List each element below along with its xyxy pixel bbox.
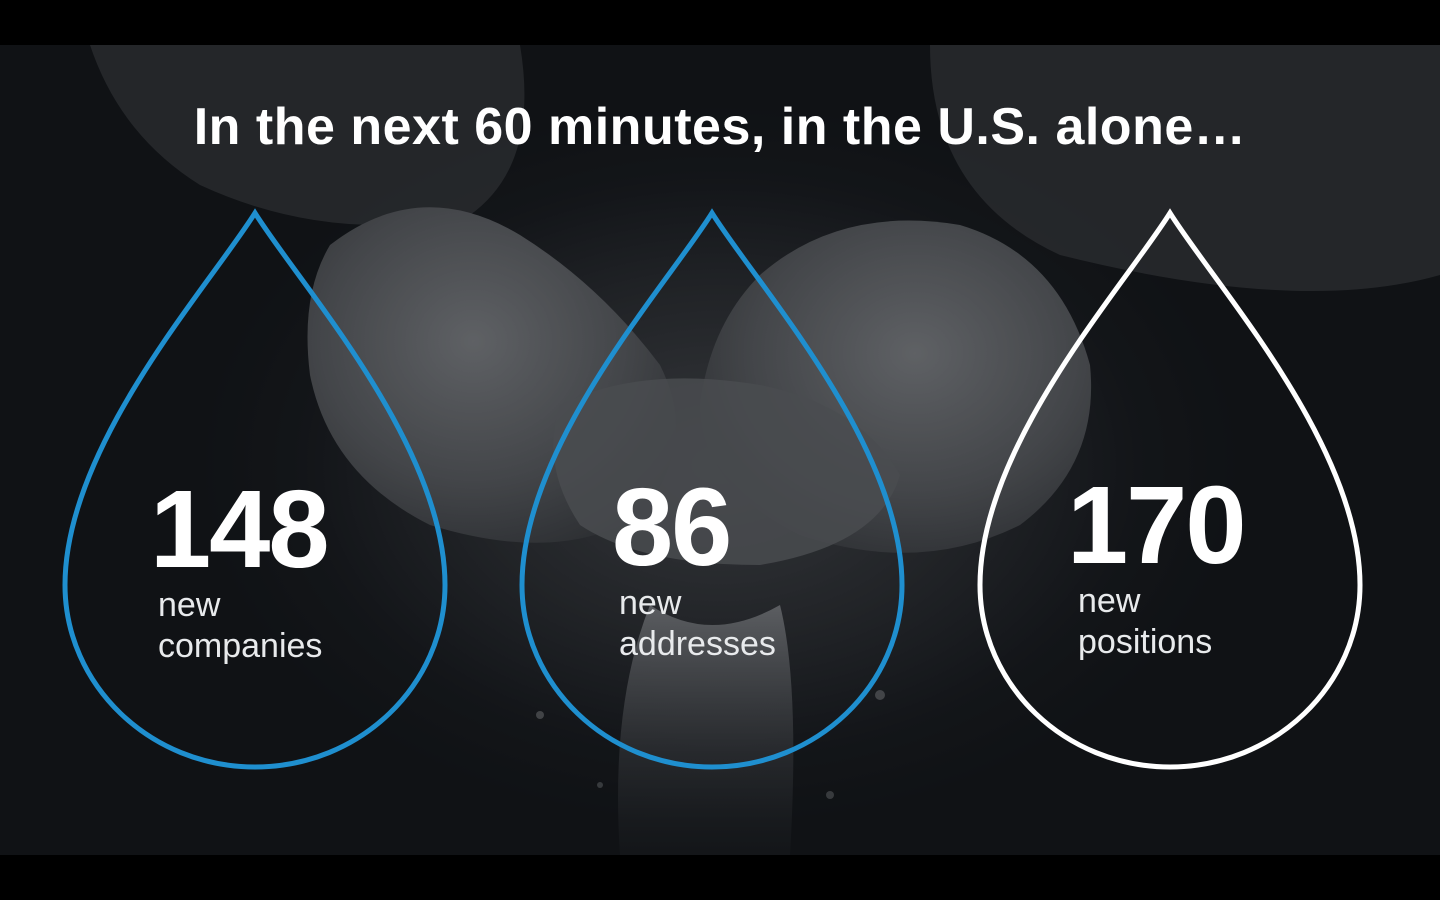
water-drop-outline: [519, 208, 905, 770]
stat-label-line1: new: [158, 586, 221, 624]
letterbox-bar: [0, 855, 1440, 900]
stat-label: new companies: [158, 585, 322, 667]
stat-label-line2: companies: [158, 627, 323, 665]
stat-number: 170: [1067, 464, 1247, 587]
stat-drop-addresses: 86 new addresses: [517, 205, 907, 775]
slide: In the next 60 minutes, in the U.S. alon…: [0, 45, 1440, 855]
stat-label-line2: addresses: [619, 625, 776, 663]
stat-label-line2: positions: [1078, 623, 1213, 661]
stat-label: new positions: [1078, 581, 1212, 663]
stat-number: 148: [150, 468, 330, 591]
stat-drop-positions: 170 new positions: [975, 205, 1365, 775]
water-drop-outline: [977, 208, 1363, 770]
stat-number: 86: [612, 466, 732, 589]
cupped-hands-water-photo: [0, 45, 1440, 855]
stat-label: new addresses: [619, 583, 776, 665]
stat-label-line1: new: [619, 584, 682, 622]
slide-title: In the next 60 minutes, in the U.S. alon…: [193, 98, 1247, 156]
water-drop-outline: [62, 208, 448, 770]
stat-drop-companies: 148 new companies: [60, 205, 450, 775]
stat-label-line1: new: [1078, 582, 1141, 620]
